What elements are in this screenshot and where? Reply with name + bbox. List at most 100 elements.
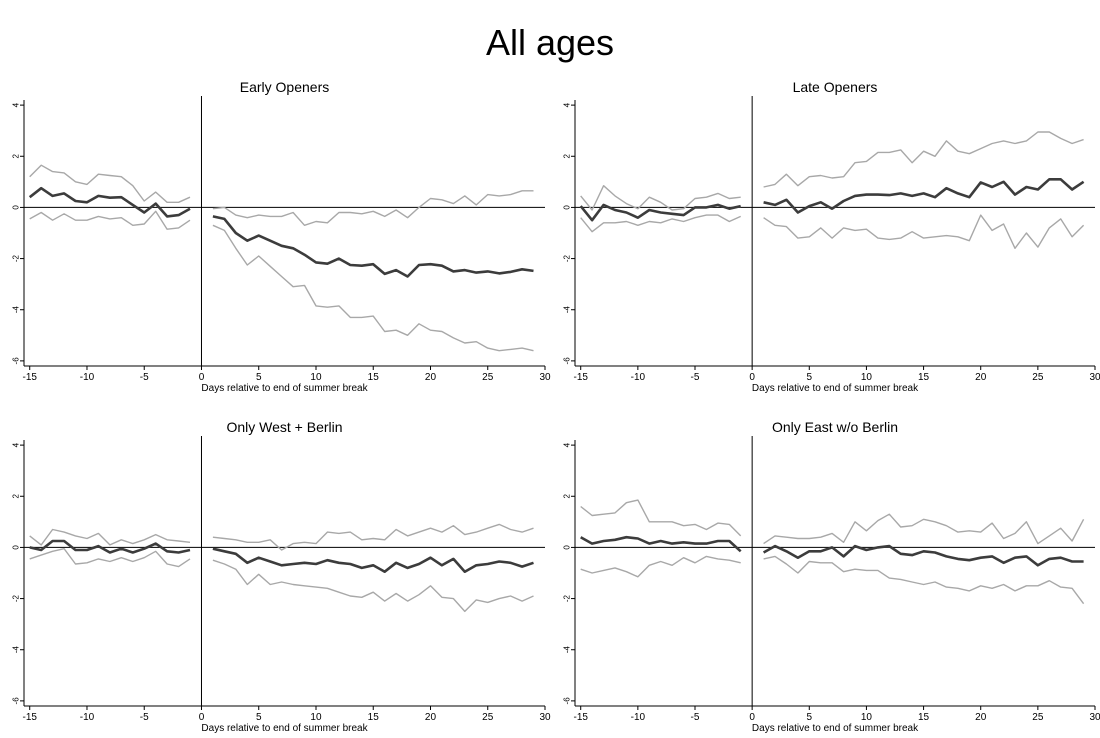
x-tick-label: 15 [918, 372, 930, 383]
x-tick-label: 10 [861, 372, 873, 383]
x-tick-label: 5 [256, 712, 262, 723]
x-tick-label: 0 [199, 712, 205, 723]
series-upper-ci-pre [29, 528, 191, 546]
y-tick-label: 2 [563, 493, 572, 498]
y-tick-label: -2 [563, 254, 572, 262]
series-estimate-post [212, 547, 534, 574]
x-tick-label: 30 [539, 712, 551, 723]
x-tick-label: -10 [631, 712, 646, 723]
series-upper-ci-post [212, 523, 534, 551]
x-tick-label: 20 [425, 372, 437, 383]
x-tick-label: -10 [631, 372, 646, 383]
panel-title: Early Openers [240, 79, 329, 95]
x-tick-label: 0 [199, 372, 205, 383]
series-lower-ci-pre [580, 555, 741, 578]
panel-only-east-w-o-berlin: Only East w/o Berlin -6 -4 -2 0 2 4 -15 -10 -5 0 5 1… [563, 419, 1100, 734]
panel-only-west-berlin: Only West + Berlin -6 -4 -2 0 2 4 -15 -10 -5 0 5 10 1… [12, 419, 551, 734]
series-estimate-post [212, 215, 534, 278]
series-lower-ci-post [763, 555, 1085, 605]
y-tick-label: -6 [563, 357, 572, 365]
x-tick-label: 25 [482, 372, 494, 383]
series-upper-ci-pre [29, 164, 191, 204]
y-tick-label: -2 [12, 594, 21, 602]
series-estimate-post [762, 544, 1084, 567]
series-lower-ci-post [212, 224, 534, 352]
series-lower-ci-pre [29, 210, 191, 230]
y-tick-label: 0 [563, 545, 572, 550]
series-estimate-pre [580, 535, 742, 553]
x-tick-label: -10 [80, 372, 95, 383]
x-tick-label: 15 [368, 372, 380, 383]
x-tick-label: 25 [1032, 372, 1044, 383]
x-tick-label: 30 [539, 372, 551, 383]
series-estimate-pre [579, 203, 741, 222]
y-tick-label: -4 [563, 306, 572, 314]
x-tick-label: -5 [140, 372, 149, 383]
x-tick-label: 10 [861, 712, 873, 723]
x-tick-label: 30 [1089, 372, 1100, 383]
series-lower-ci-pre [580, 214, 741, 233]
figure-title: All ages [485, 22, 615, 63]
x-tick-label: 25 [482, 712, 494, 723]
x-tick-label: 15 [368, 712, 380, 723]
y-tick-label: 4 [12, 442, 21, 447]
series-upper-ci-post [763, 131, 1084, 188]
y-tick-label: 0 [12, 545, 21, 550]
panel-title: Only East w/o Berlin [772, 419, 898, 435]
x-tick-label: -15 [573, 712, 588, 723]
x-tick-label: 10 [310, 712, 322, 723]
y-tick-label: -6 [563, 697, 572, 705]
panel-late-openers: Late Openers -6 -4 -2 0 2 4 -15 -10 -5 0 5 10 15 20 25 3… [563, 79, 1100, 394]
panel-early-openers: Early Openers -6 -4 -2 0 2 4 -15 -10 -5 0 5 10 15 20 25… [12, 79, 551, 394]
x-axis-label: Days relative to end of summer break [201, 383, 368, 394]
y-tick-label: 0 [563, 205, 572, 210]
x-tick-label: 0 [749, 372, 755, 383]
y-tick-label: 2 [12, 493, 21, 498]
x-tick-label: 5 [256, 372, 262, 383]
x-tick-label: 10 [310, 372, 322, 383]
y-tick-label: -4 [563, 646, 572, 654]
y-tick-label: -2 [563, 594, 572, 602]
y-tick-label: 4 [563, 102, 572, 107]
x-tick-label: 20 [425, 712, 437, 723]
y-tick-label: -4 [12, 306, 21, 314]
x-tick-label: 5 [807, 372, 813, 383]
y-tick-label: 0 [12, 205, 21, 210]
series-upper-ci-pre [580, 499, 742, 537]
series-upper-ci-post [763, 513, 1085, 545]
y-tick-label: 4 [563, 442, 572, 447]
x-axis-label: Days relative to end of summer break [752, 383, 919, 394]
y-tick-label: 2 [563, 153, 572, 158]
x-tick-label: -5 [140, 712, 149, 723]
series-lower-ci-post [212, 559, 534, 613]
series-lower-ci-post [763, 214, 1085, 250]
y-tick-label: -4 [12, 646, 21, 654]
x-tick-label: 30 [1089, 712, 1100, 723]
x-tick-label: 0 [749, 712, 755, 723]
y-tick-label: -6 [12, 357, 21, 365]
x-tick-label: -15 [22, 372, 37, 383]
series-estimate-pre [29, 539, 191, 554]
x-tick-label: -15 [22, 712, 37, 723]
y-tick-label: 4 [12, 102, 21, 107]
x-axis-label: Days relative to end of summer break [201, 723, 368, 734]
series-estimate-post [763, 178, 1085, 214]
x-tick-label: 5 [807, 712, 813, 723]
x-tick-label: 20 [975, 712, 987, 723]
x-axis-label: Days relative to end of summer break [752, 723, 919, 734]
x-tick-label: 15 [918, 712, 930, 723]
series-upper-ci-pre [580, 184, 741, 211]
x-tick-label: -5 [691, 372, 700, 383]
x-tick-label: -5 [691, 712, 700, 723]
y-tick-label: 2 [12, 153, 21, 158]
panel-title: Late Openers [793, 79, 878, 95]
series-lower-ci-pre [29, 548, 191, 568]
series-estimate-pre [28, 186, 191, 218]
series-upper-ci-post [212, 190, 534, 227]
y-tick-label: -2 [12, 254, 21, 262]
x-tick-label: -15 [573, 372, 588, 383]
x-tick-label: -10 [80, 712, 95, 723]
x-tick-label: 20 [975, 372, 987, 383]
